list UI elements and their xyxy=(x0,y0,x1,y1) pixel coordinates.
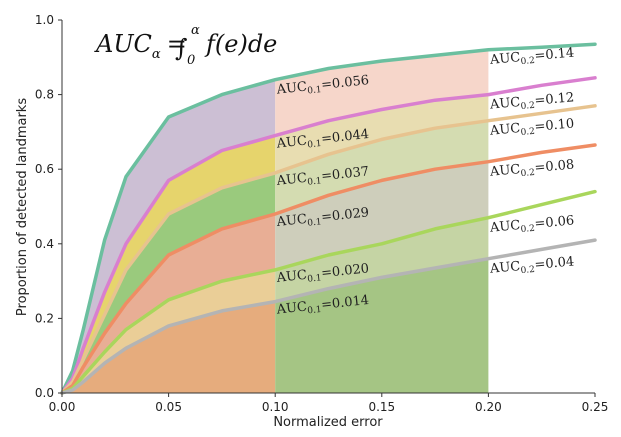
x-tick-label-4: 0.20 xyxy=(475,400,502,414)
auc01-label-3: AUC0.1=0.029 xyxy=(275,205,370,232)
auc02-band-5 xyxy=(275,258,489,393)
x-tick-label-3: 0.15 xyxy=(368,400,395,414)
series-line-1 xyxy=(60,76,597,395)
x-axis-label: Normalized error xyxy=(273,415,383,430)
series-line-3 xyxy=(60,143,597,395)
y-axis-label: Proportion of detected landmarks xyxy=(15,98,30,316)
auc02-label-0: AUC0.2=0.14 xyxy=(488,46,575,70)
series-line-2 xyxy=(60,104,597,395)
auc01-band-4 xyxy=(62,269,276,393)
formula-body: f(e)de xyxy=(204,30,277,58)
x-tick-label-2: 0.10 xyxy=(262,400,289,414)
auc01-label-5: AUC0.1=0.014 xyxy=(275,293,370,320)
auc01-band-0 xyxy=(62,79,276,393)
series-line-5 xyxy=(60,238,597,395)
auc01-band-5 xyxy=(62,301,276,393)
formula-lower: 0 xyxy=(187,53,195,68)
auc01-label-2: AUC0.1=0.037 xyxy=(275,164,370,191)
auc02-band-0 xyxy=(275,49,489,136)
series-lines xyxy=(60,42,597,395)
auc01-label-1: AUC0.1=0.044 xyxy=(275,127,370,154)
auc02-band-3 xyxy=(275,161,489,270)
y-tick-label-3: 0.6 xyxy=(35,162,54,176)
y-tick-label-5: 1.0 xyxy=(35,13,54,27)
auc01-label-4: AUC0.1=0.020 xyxy=(275,261,370,288)
auc02-label-4: AUC0.2=0.06 xyxy=(488,213,575,237)
auc01-band-3 xyxy=(62,214,276,393)
formula-lhs-sub: α xyxy=(152,47,161,62)
x-tick-label-0: 0.00 xyxy=(49,400,76,414)
y-tick-label-2: 0.4 xyxy=(35,237,54,251)
auc02-label-1: AUC0.2=0.12 xyxy=(488,90,575,114)
axis-ticks: 0.00 0.05 0.10 0.15 0.20 0.25 0.0 0.2 0.4 0.6 0.8 1… xyxy=(35,13,608,414)
auc01-band-1 xyxy=(62,135,276,393)
auc02-label-5: AUC0.2=0.04 xyxy=(488,254,575,278)
series-line-4 xyxy=(60,189,597,395)
series-line-0 xyxy=(60,42,597,395)
formula: AUCα = ∫ α 0 f(e)de xyxy=(94,23,277,68)
formula-eq: = xyxy=(167,30,187,58)
y-tick-label-4: 0.8 xyxy=(35,88,54,102)
y-tick-label-1: 0.2 xyxy=(35,311,54,325)
x-tick-label-5: 0.25 xyxy=(582,400,609,414)
auc01-label-0: AUC0.1=0.056 xyxy=(275,73,370,100)
x-tick-label-1: 0.05 xyxy=(155,400,182,414)
auc02-label-3: AUC0.2=0.08 xyxy=(488,157,575,181)
y-tick-label-0: 0.0 xyxy=(35,386,54,400)
auc02-label-2: AUC0.2=0.10 xyxy=(488,116,575,140)
auc-annotations: AUC0.1=0.056 AUC0.2=0.14 AUC0.1=0.044 AUC0.… xyxy=(275,46,575,320)
auc02-band-2 xyxy=(275,120,489,214)
formula-lhs: AUC xyxy=(94,30,152,58)
formula-upper: α xyxy=(191,23,200,38)
auc02-band-4 xyxy=(275,217,489,302)
svg-text:AUCα=: AUCα = xyxy=(94,30,187,62)
formula-integral: ∫ xyxy=(175,34,188,62)
